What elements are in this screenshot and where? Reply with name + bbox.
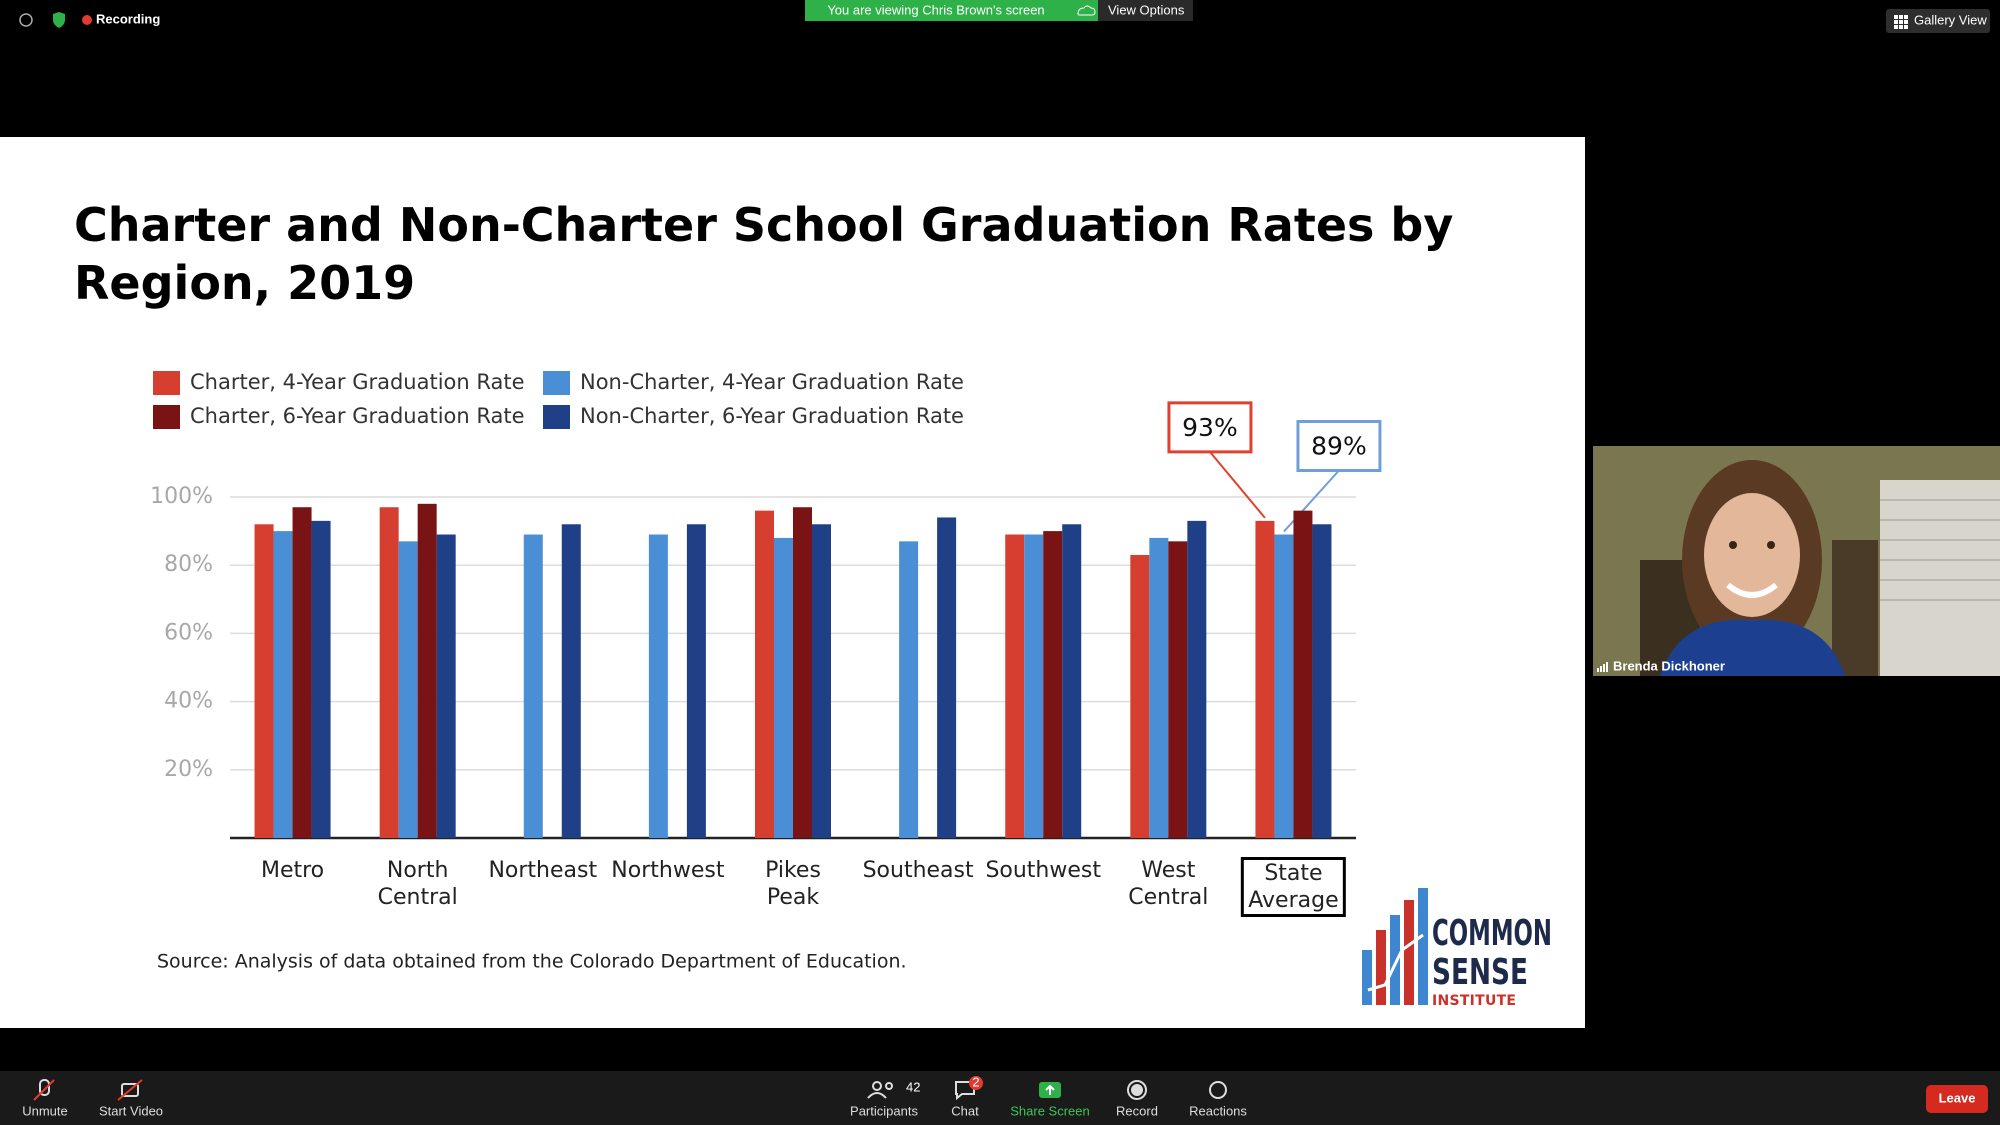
leave-label[interactable]: Leave [1939,1090,1976,1105]
participants-count: 42 [906,1079,920,1094]
bar [1043,531,1063,838]
bar [436,534,456,838]
bar [774,537,793,838]
cloud-icon [1077,5,1096,16]
toolbar-label[interactable]: Participants [850,1103,918,1118]
gallery-view-button[interactable] [1886,9,1990,33]
toolbar [0,1071,2000,1125]
data-label: 89% [1311,432,1367,461]
bar [1168,541,1188,838]
legend-swatch [153,405,180,429]
security-icon[interactable] [53,12,65,28]
toolbar-label[interactable]: Unmute [22,1103,68,1118]
x-tick-label: Pikes Peak [765,858,821,910]
info-icon[interactable] [19,13,33,27]
bar [1149,537,1169,838]
bar [1312,524,1332,838]
bar [1293,510,1313,838]
toolbar-label[interactable]: Record [1116,1103,1158,1118]
share-banner-text: You are viewing Chris Brown's screen [827,2,1044,17]
recording-label: Recording [96,11,160,26]
legend-swatch [543,371,570,395]
bar [1274,534,1294,838]
x-tick-label: State Average [1241,857,1346,917]
logo-text: SENSE [1432,952,1528,993]
bar [523,534,543,838]
chart-title: Charter and Non-Charter School Graduatio… [74,198,1454,310]
legend-label: Non-Charter, 6-Year Graduation Rate [580,404,964,428]
x-tick-label: North Central [377,858,458,910]
legend-swatch [543,405,570,429]
toolbar-icons [33,1079,1227,1101]
view-options-button[interactable] [1098,0,1193,21]
bar [311,520,331,838]
data-label: 93% [1182,413,1238,442]
toolbar-label[interactable]: Reactions [1189,1103,1247,1118]
participant-name: Brenda Dickhoner [1613,658,1725,673]
bar [812,524,831,838]
legend-swatch [153,371,180,395]
recording-dot [82,15,92,25]
gallery-view-label[interactable]: Gallery View [1914,12,1987,27]
x-tick-label: Northwest [611,858,725,883]
logo-text: INSTITUTE [1432,993,1516,1009]
chat-badge [969,1076,983,1090]
bar [379,507,399,838]
callout-arrow [1209,451,1266,519]
y-tick-label: 20% [164,757,213,782]
video-tile [1593,446,2000,676]
toolbar-label[interactable]: Start Video [99,1103,163,1118]
share-banner [805,0,1098,21]
bar [686,524,706,838]
y-tick-label: 80% [164,552,213,577]
bar [937,517,957,838]
bar [292,507,312,838]
bar [1130,554,1150,838]
leave-button[interactable] [1926,1085,1988,1113]
chat-badge-count: 2 [972,1074,979,1089]
bar [1005,534,1025,838]
bar [417,503,437,838]
bar [899,541,919,838]
bar [1062,524,1082,838]
x-tick-label: Metro [260,858,325,883]
y-tick-label: 100% [150,484,213,509]
bar [648,534,668,838]
y-tick-label: 40% [164,689,213,714]
logo-mark [1362,888,1428,1005]
legend-label: Charter, 6-Year Graduation Rate [190,404,525,428]
callout-box [1296,420,1382,473]
x-tick-label: Southwest [985,858,1101,883]
legend-label: Charter, 4-Year Graduation Rate [190,370,525,394]
x-tick-label: Northeast [488,858,598,883]
logo-text: COMMON [1432,913,1552,954]
bar [1187,520,1207,838]
bar [561,524,581,838]
callout-box [1167,401,1253,454]
x-tick-label: Southeast [862,858,974,883]
toolbar-label[interactable]: Chat [951,1103,979,1118]
bar [273,531,293,838]
x-tick-label: West Central [1128,858,1209,910]
bar [1024,534,1044,838]
toolbar-label[interactable]: Share Screen [1010,1103,1090,1118]
signal-icon [1597,662,1608,672]
view-options-label[interactable]: View Options [1108,2,1185,17]
bar [254,524,274,838]
bar [1255,520,1275,838]
chart: 20% 40% 60% 80% 100% Charter, 4-Year Graduati… [150,370,1382,840]
bar [793,507,812,838]
gallery-icon [1894,15,1908,29]
bar [398,541,418,838]
callout-arrow [1283,469,1340,533]
source-note: Source: Analysis of data obtained from t… [157,951,907,973]
legend-label: Non-Charter, 4-Year Graduation Rate [580,370,964,394]
y-tick-label: 60% [164,620,213,645]
bar [755,510,774,838]
